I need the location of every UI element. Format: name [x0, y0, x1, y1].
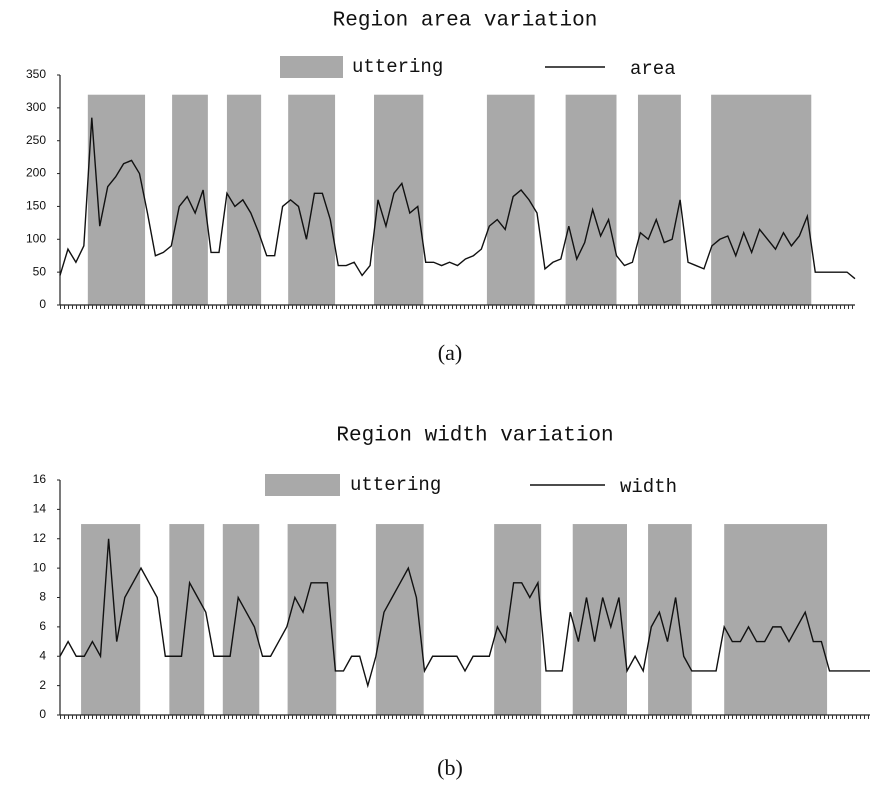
legend-label: uttering — [350, 474, 441, 496]
series-line — [59, 117, 856, 280]
y-tick-label: 350 — [26, 67, 46, 81]
legend-label: uttering — [352, 56, 443, 78]
y-tick-label: 6 — [39, 619, 46, 633]
caption: (a) — [438, 340, 462, 365]
uttering-band — [486, 94, 535, 305]
uttering-band — [565, 94, 617, 305]
y-tick-label: 0 — [39, 297, 46, 311]
uttering-band — [87, 94, 146, 305]
legend-label: width — [620, 476, 677, 498]
y-tick-label: 100 — [26, 231, 46, 245]
uttering-band — [169, 524, 205, 715]
uttering-band — [494, 524, 542, 715]
legend-swatch — [265, 474, 340, 496]
uttering-band — [288, 94, 336, 305]
uttering-band — [637, 94, 681, 305]
y-tick-label: 14 — [33, 502, 47, 516]
y-tick-label: 8 — [39, 590, 46, 604]
series-line — [59, 538, 870, 689]
uttering-band — [375, 524, 424, 715]
uttering-band — [711, 94, 812, 305]
uttering-band — [226, 94, 262, 305]
legend-label: area — [630, 58, 676, 80]
y-tick-label: 200 — [26, 166, 46, 180]
y-tick-label: 150 — [26, 199, 46, 213]
y-tick-label: 50 — [33, 264, 47, 278]
y-tick-label: 2 — [39, 678, 46, 692]
chart-title: Region width variation — [336, 425, 613, 448]
uttering-band — [81, 524, 141, 715]
uttering-band — [172, 94, 208, 305]
uttering-band — [724, 524, 828, 715]
uttering-band — [287, 524, 337, 715]
chart-title: Region area variation — [333, 10, 598, 33]
caption: (b) — [437, 755, 463, 780]
y-tick-label: 0 — [39, 707, 46, 721]
y-tick-label: 12 — [33, 531, 47, 545]
y-tick-label: 250 — [26, 133, 46, 147]
y-tick-label: 16 — [33, 472, 47, 486]
uttering-band — [572, 524, 627, 715]
uttering-band — [374, 94, 424, 305]
y-tick-label: 4 — [39, 648, 46, 662]
y-tick-label: 300 — [26, 100, 46, 114]
uttering-band — [222, 524, 260, 715]
y-tick-label: 10 — [33, 560, 47, 574]
legend-swatch — [280, 56, 343, 78]
